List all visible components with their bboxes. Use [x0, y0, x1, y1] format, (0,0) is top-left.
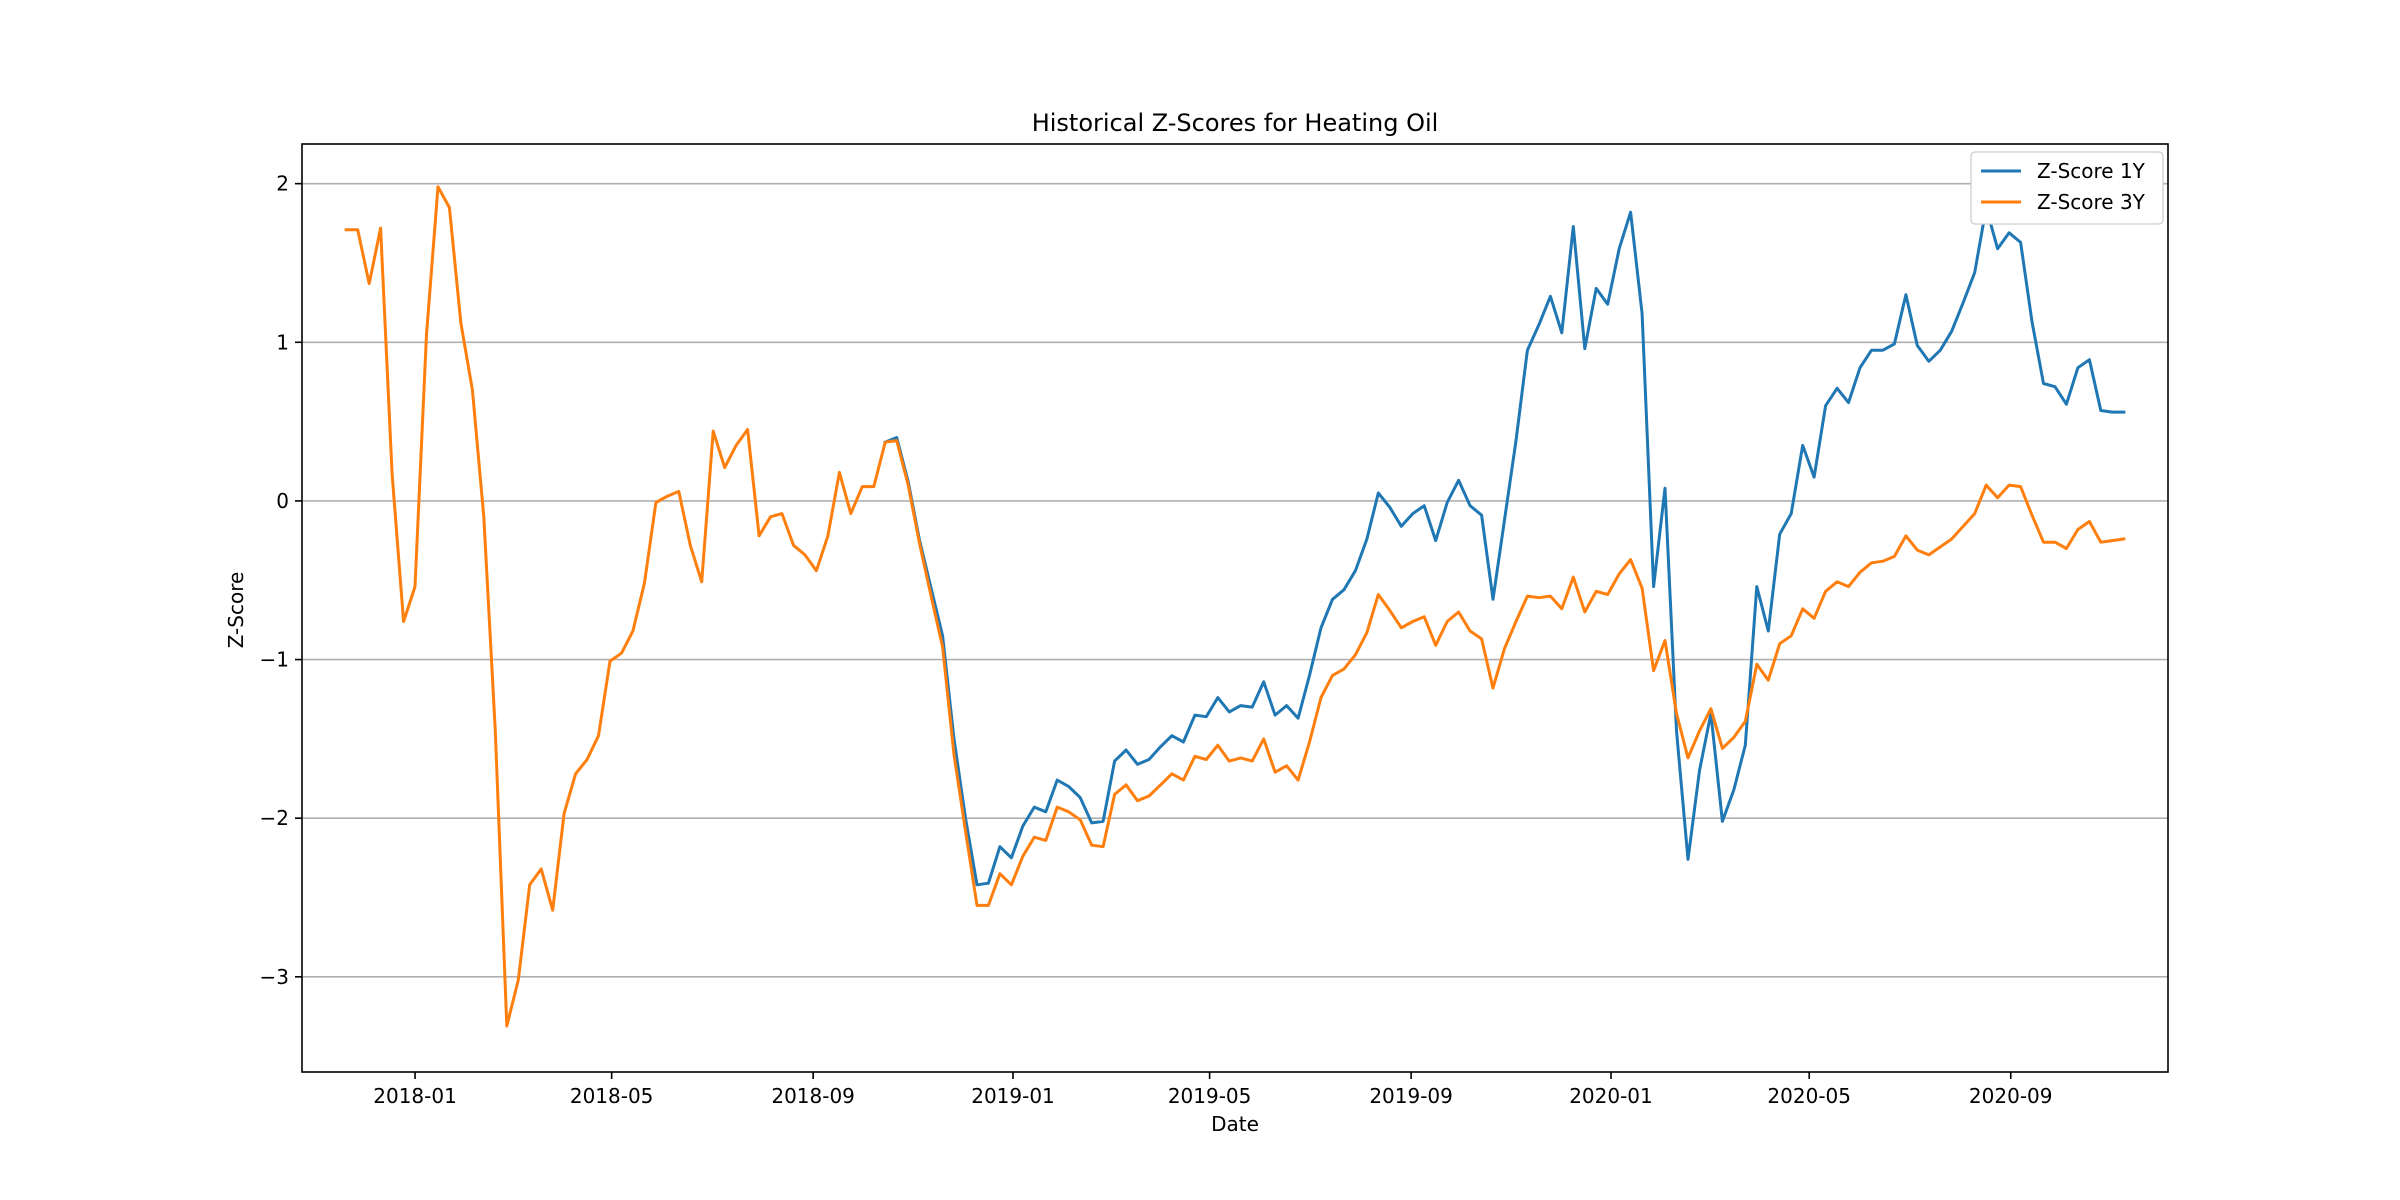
x-tick-label: 2018-09 [771, 1084, 855, 1108]
y-tick-label: 1 [276, 330, 289, 354]
y-tick-label: 2 [276, 172, 289, 196]
x-tick-label: 2020-09 [1969, 1084, 2053, 1108]
x-tick-label: 2019-01 [971, 1084, 1055, 1108]
x-tick-label: 2018-05 [570, 1084, 654, 1108]
y-axis-ticks: 2 1 0 −1 −2 −3 [260, 172, 302, 989]
chart-title: Historical Z-Scores for Heating Oil [1032, 109, 1439, 137]
series-line-z-score-1y [883, 206, 2126, 887]
x-tick-label: 2019-09 [1369, 1084, 1453, 1108]
plot-area-frame [301, 143, 2169, 1073]
x-tick-label: 2020-01 [1569, 1084, 1653, 1108]
y-tick-label: −2 [260, 806, 289, 830]
y-tick-label: −3 [260, 965, 289, 989]
x-tick-label: 2020-05 [1767, 1084, 1851, 1108]
y-tick-label: −1 [260, 648, 289, 672]
legend-label-zscore-1y: Z-Score 1Y [2037, 159, 2146, 183]
gridlines [302, 182, 2168, 978]
y-axis-label: Z-Score [224, 572, 248, 649]
legend-label-zscore-3y: Z-Score 3Y [2037, 190, 2146, 214]
series-line-z-score-3y [344, 185, 2126, 1028]
x-axis-label: Date [1211, 1112, 1259, 1136]
series-lines [344, 185, 2126, 1028]
x-axis-ticks: 2018-01 2018-05 2018-09 2019-01 2019-05 2019-… [373, 1072, 2053, 1108]
x-tick-label: 2019-05 [1168, 1084, 1252, 1108]
legend: Z-Score 1Y Z-Score 3Y [1970, 151, 2164, 225]
y-tick-label: 0 [276, 489, 289, 513]
x-tick-label: 2018-01 [373, 1084, 457, 1108]
